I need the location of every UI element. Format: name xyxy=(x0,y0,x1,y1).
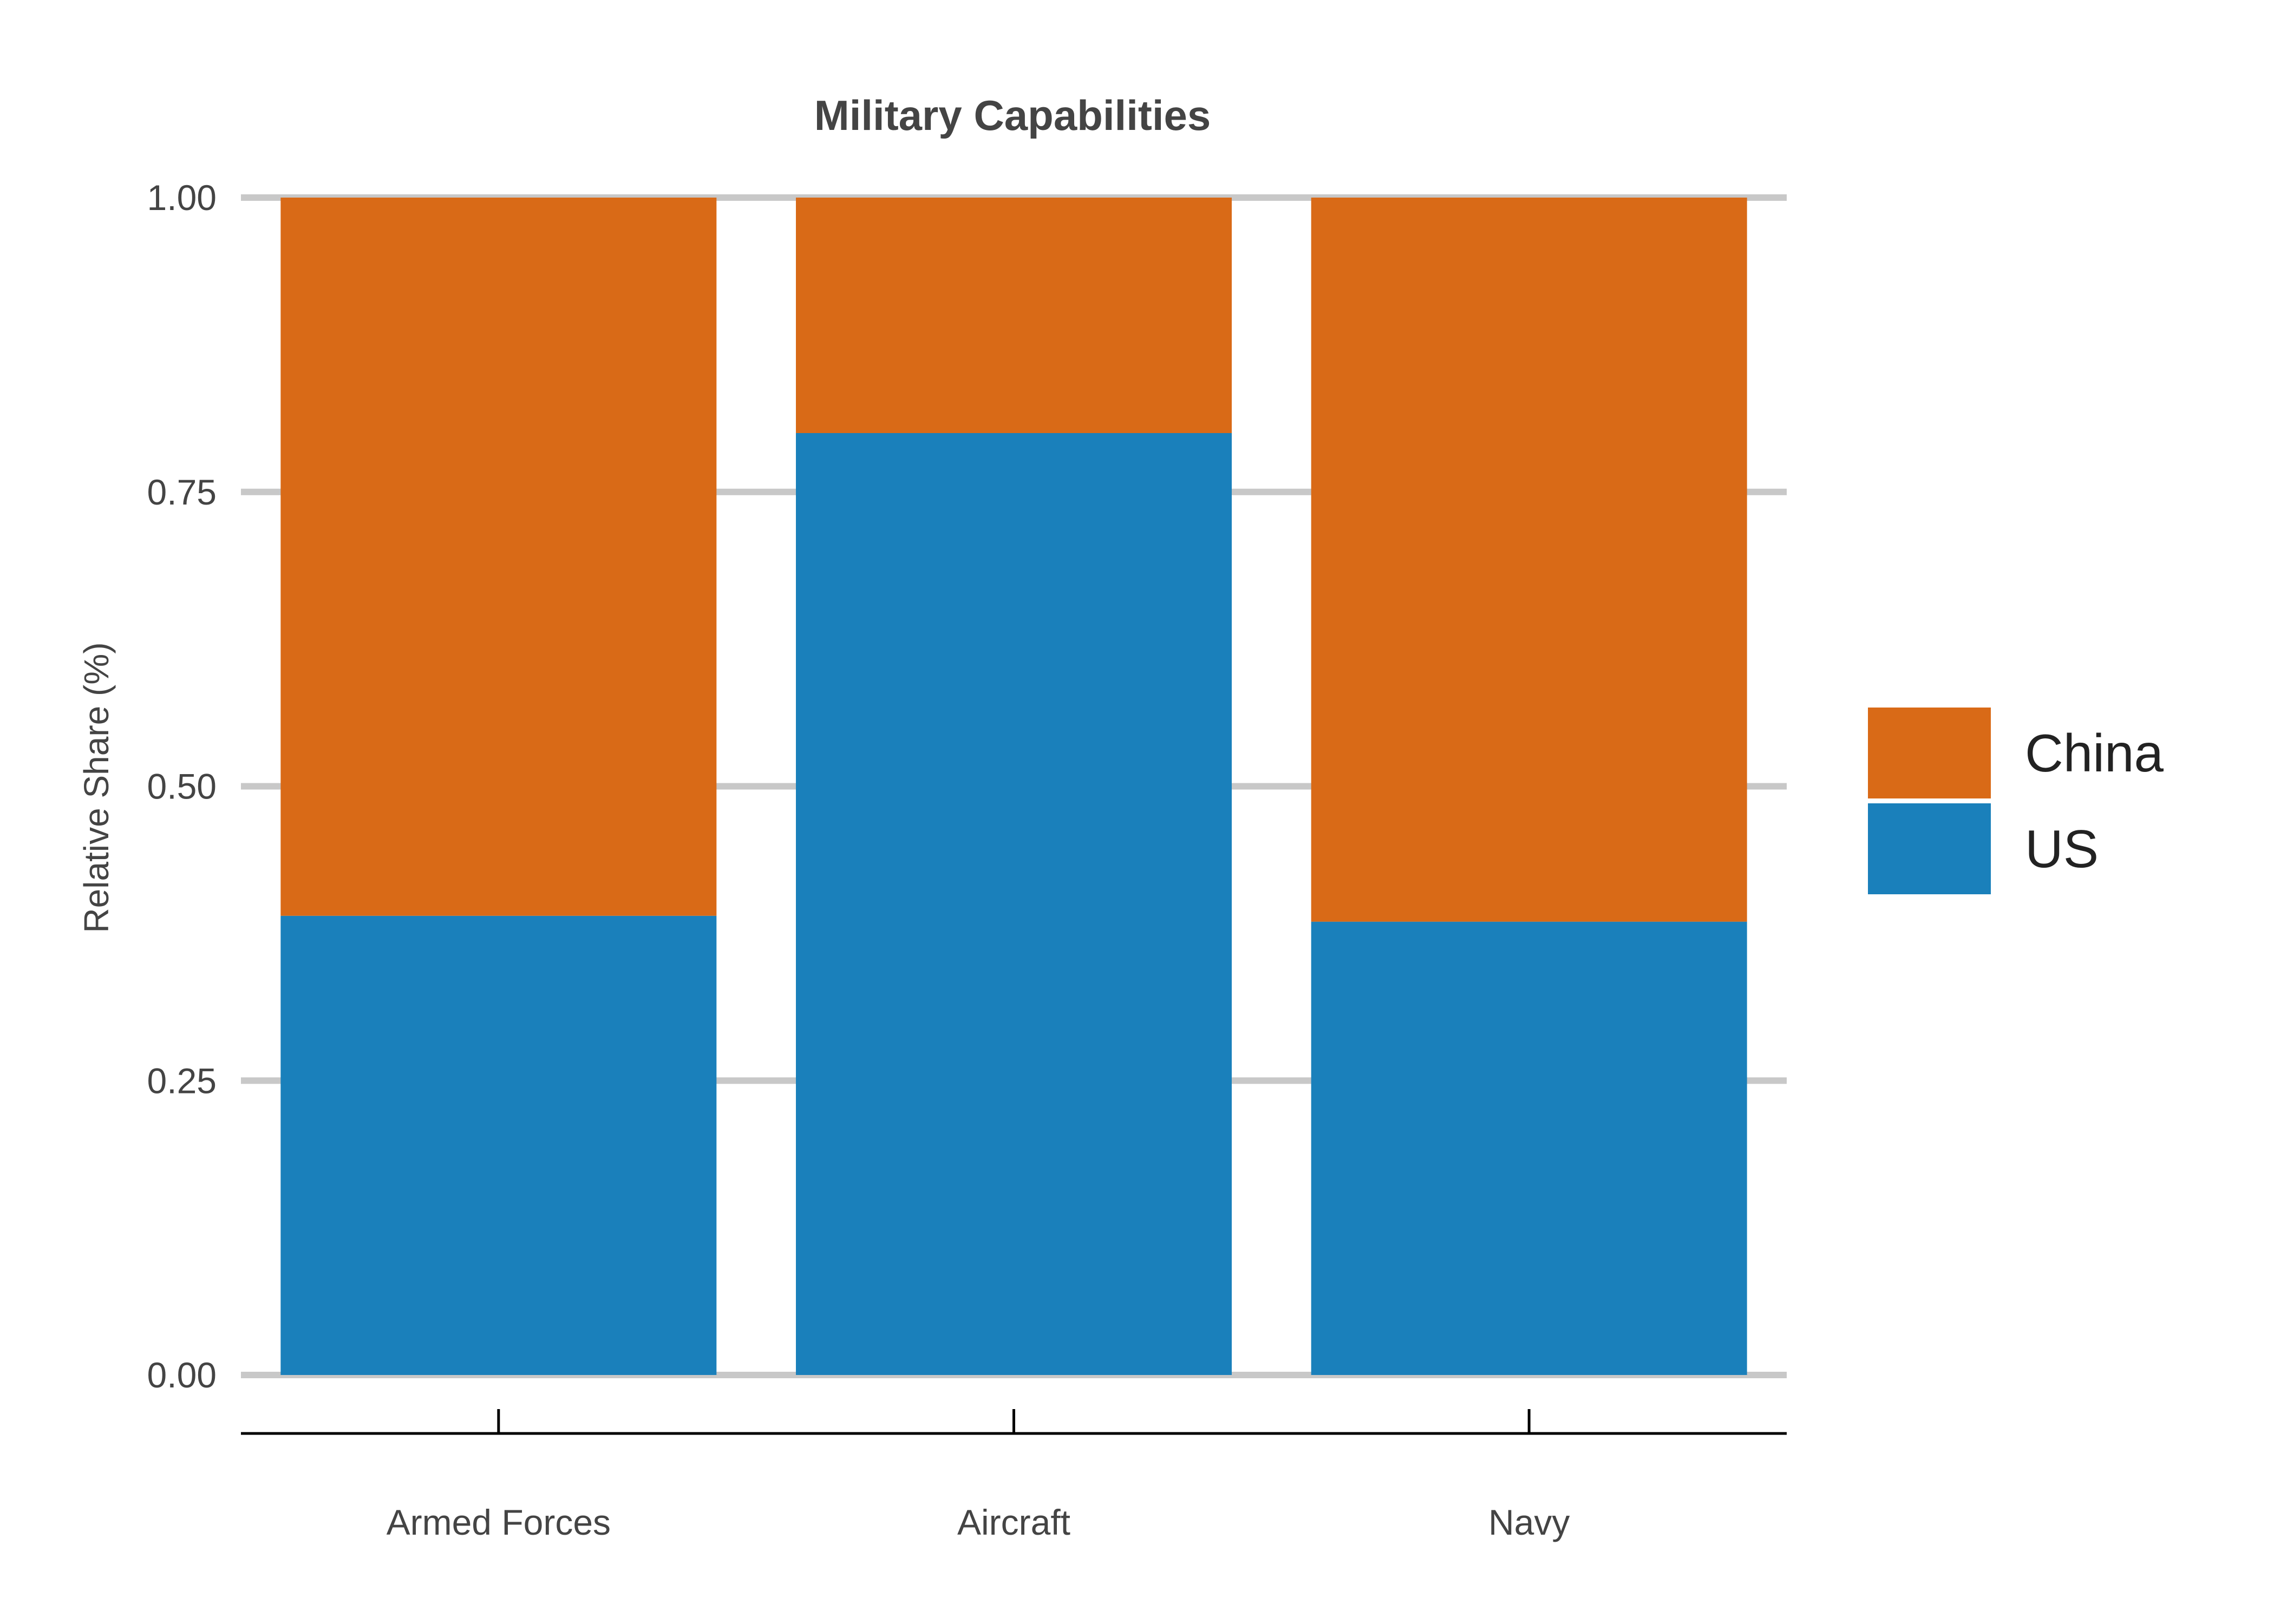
bar-china-aircraft xyxy=(796,198,1232,433)
legend-swatch-china xyxy=(1868,708,1991,798)
y-tick-label: 0.50 xyxy=(147,767,217,807)
x-tick-label: Armed Forces xyxy=(387,1502,611,1542)
x-tick-label: Navy xyxy=(1488,1502,1570,1542)
y-tick-label: 0.00 xyxy=(147,1355,217,1395)
bar-us-aircraft xyxy=(796,433,1232,1375)
legend: China US xyxy=(1868,708,2164,894)
legend-label-us: US xyxy=(2025,819,2099,879)
y-tick-label: 1.00 xyxy=(147,178,217,218)
y-tick-labels: 0.00 0.25 0.50 0.75 1.00 xyxy=(147,178,217,1395)
legend-label-china: China xyxy=(2025,723,2164,783)
bar-us-navy xyxy=(1311,921,1747,1375)
bars xyxy=(280,198,1747,1375)
bar-us-armed-forces xyxy=(280,915,717,1375)
x-tick-labels: Armed Forces Aircraft Navy xyxy=(387,1502,1570,1542)
x-tick-label: Aircraft xyxy=(957,1502,1070,1542)
legend-swatch-us xyxy=(1868,803,1991,894)
y-axis-title: Relative Share (%) xyxy=(77,642,116,933)
bar-china-navy xyxy=(1311,198,1747,922)
bar-china-armed-forces xyxy=(280,198,717,916)
x-axis xyxy=(241,1409,1787,1435)
y-tick-label: 0.25 xyxy=(147,1060,217,1101)
chart-title: Military Capabilities xyxy=(814,91,1211,139)
y-tick-label: 0.75 xyxy=(147,472,217,512)
